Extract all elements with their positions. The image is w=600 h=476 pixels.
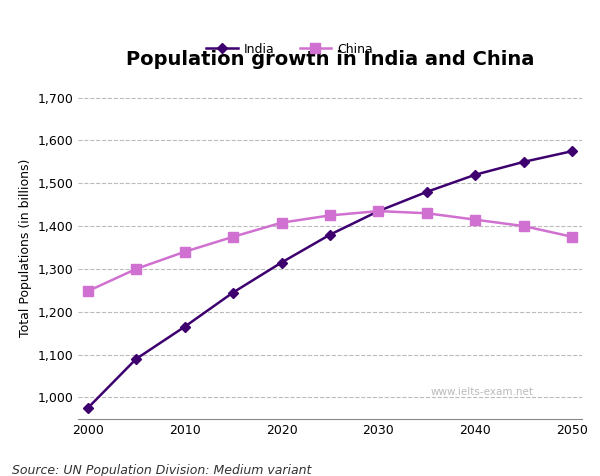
India xyxy=(133,356,140,362)
China xyxy=(181,249,188,255)
India xyxy=(84,406,91,411)
Title: Population growth in India and China: Population growth in India and China xyxy=(126,50,534,69)
Text: Source: UN Population Division: Medium variant: Source: UN Population Division: Medium v… xyxy=(12,464,311,476)
China xyxy=(569,234,576,240)
India xyxy=(520,159,527,165)
China xyxy=(133,266,140,272)
China xyxy=(229,234,236,240)
India xyxy=(181,324,188,329)
China xyxy=(520,223,527,229)
India xyxy=(375,208,382,214)
Line: India: India xyxy=(84,148,576,412)
India xyxy=(278,260,285,266)
China xyxy=(472,217,479,223)
India xyxy=(472,172,479,178)
India xyxy=(424,189,431,195)
India xyxy=(326,232,334,238)
India xyxy=(229,289,236,295)
China xyxy=(84,288,91,294)
Y-axis label: Total Populations (in billions): Total Populations (in billions) xyxy=(19,159,32,337)
China xyxy=(278,220,285,226)
Legend: India, China: India, China xyxy=(202,38,378,61)
China xyxy=(326,213,334,218)
China xyxy=(375,208,382,214)
China xyxy=(424,210,431,216)
Line: China: China xyxy=(83,206,577,296)
Text: www.ielts-exam.net: www.ielts-exam.net xyxy=(431,387,534,397)
India xyxy=(569,149,576,154)
